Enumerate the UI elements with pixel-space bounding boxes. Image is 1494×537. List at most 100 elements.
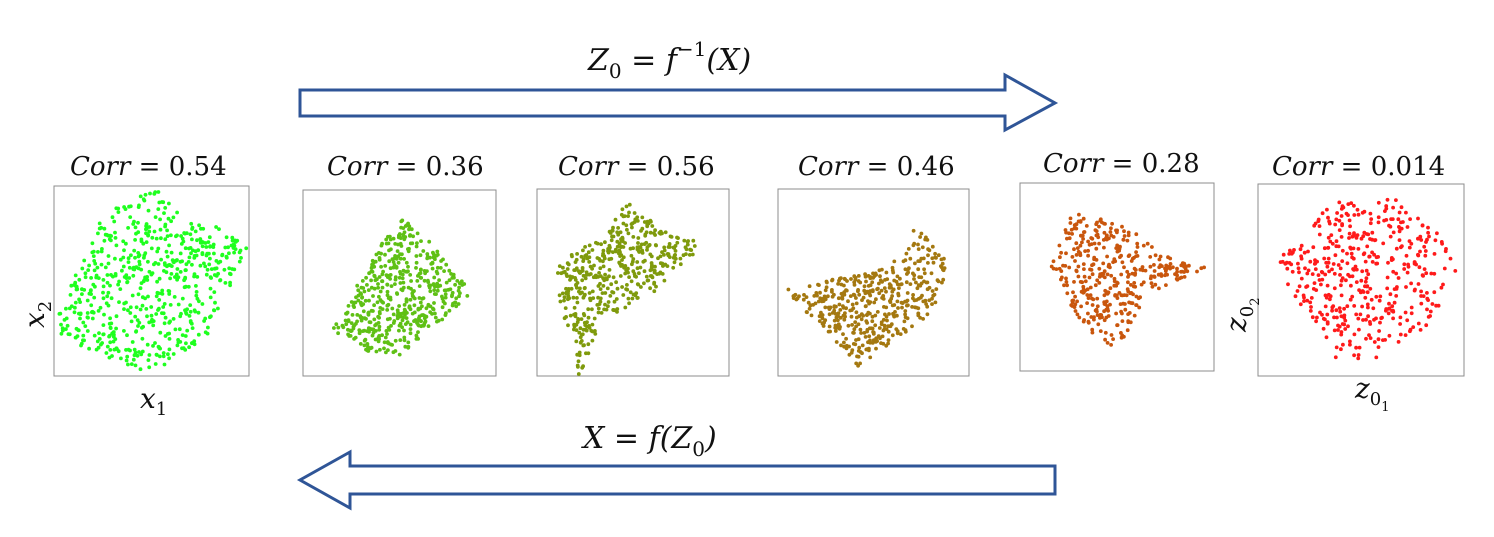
scatter-point (581, 295, 586, 300)
scatter-point (1302, 250, 1307, 255)
scatter-point (153, 362, 158, 366)
scatter-point (566, 323, 570, 328)
scatter-point (435, 319, 439, 324)
scatter-point (1105, 254, 1109, 259)
scatter-point (131, 222, 136, 226)
scatter-point (426, 302, 431, 307)
scatter-point (890, 333, 895, 338)
scatter-point (159, 291, 164, 296)
scatter-point (1118, 255, 1122, 259)
scatter-point (623, 271, 628, 276)
scatter-point (1390, 304, 1395, 309)
scatter-point (903, 258, 908, 263)
scatter-point (580, 268, 585, 273)
scatter-point (162, 321, 167, 326)
scatter-point (1091, 262, 1096, 267)
scatter-point (167, 289, 172, 294)
scatter-point (1164, 272, 1168, 277)
scatter-point (851, 330, 855, 335)
scatter-point (139, 352, 144, 357)
scatter-point (577, 350, 582, 355)
scatter-point (157, 346, 162, 350)
scatter-point (373, 337, 378, 342)
scatter-point (930, 289, 935, 293)
scatter-point (133, 238, 138, 242)
scatter-point (607, 268, 612, 272)
scatter-point (75, 334, 80, 338)
scatter-point (1377, 298, 1382, 303)
scatter-point (411, 289, 415, 294)
scatter-point (1364, 336, 1368, 341)
scatter-point (1302, 299, 1306, 303)
scatter-point (149, 246, 154, 251)
scatter-point (1406, 262, 1410, 267)
scatter-point (443, 295, 448, 300)
scatter-point (72, 310, 77, 315)
scatter-point (144, 231, 148, 236)
corr-eq: = (1332, 152, 1370, 182)
scatter-point (441, 299, 446, 304)
scatter-point (1125, 238, 1130, 243)
scatter-point (185, 307, 190, 312)
scatter-point (1348, 342, 1352, 347)
scatter-point (1383, 338, 1387, 342)
scatter-point (685, 242, 690, 247)
scatter-point (426, 280, 431, 284)
scatter-point (1432, 271, 1437, 276)
scatter-point (193, 249, 198, 254)
scatter-point (636, 248, 641, 253)
scatter-point (1086, 311, 1090, 316)
scatter-point (598, 296, 603, 301)
scatter-point (103, 265, 108, 270)
scatter-point (891, 313, 896, 317)
scatter-point (205, 267, 210, 272)
scatter-point (611, 308, 616, 312)
scatter-point (174, 272, 179, 277)
scatter-point (574, 328, 579, 332)
scatter-point (1397, 225, 1401, 229)
scatter-point (844, 288, 849, 293)
scatter-point (1387, 333, 1392, 338)
x-axis-label-left: x1 (140, 382, 167, 420)
scatter-point (1372, 340, 1377, 344)
scatter-point (1059, 250, 1063, 255)
scatter-point (357, 331, 362, 336)
scatter-point (615, 244, 620, 249)
scatter-point (187, 246, 191, 251)
scatter-point (839, 282, 844, 287)
scatter-point (140, 295, 145, 300)
scatter-point (136, 292, 141, 297)
scatter-point (906, 270, 910, 275)
scatter-point (816, 299, 821, 304)
scatter-point (1060, 275, 1064, 280)
scatter-point (866, 284, 871, 288)
scatter-point (607, 257, 612, 262)
scatter-point (1350, 294, 1355, 299)
scatter-point (431, 282, 436, 286)
scatter-point (880, 296, 884, 300)
scatter-point (158, 217, 163, 222)
scatter-point (650, 224, 655, 228)
scatter-point (678, 256, 683, 261)
scatter-point (626, 214, 630, 219)
scatter-point (129, 319, 134, 324)
scatter-point (434, 253, 439, 258)
scatter-point (609, 238, 614, 243)
scatter-point (692, 244, 697, 248)
scatter-point (419, 276, 424, 280)
scatter-point (586, 250, 591, 255)
scatter-point (590, 266, 594, 271)
scatter-point (163, 237, 168, 242)
scatter-point (1089, 315, 1094, 319)
scatter-point (1362, 230, 1367, 235)
scatter-point (180, 236, 185, 241)
scatter-point (385, 308, 390, 312)
scatter-point (369, 285, 374, 290)
scatter-point (140, 349, 145, 354)
scatter-point (1310, 315, 1315, 320)
scatter-point (1102, 309, 1106, 314)
scatter-point (903, 299, 907, 304)
scatter-point (560, 291, 565, 296)
scatter-point (392, 265, 397, 270)
scatter-point (355, 283, 360, 288)
